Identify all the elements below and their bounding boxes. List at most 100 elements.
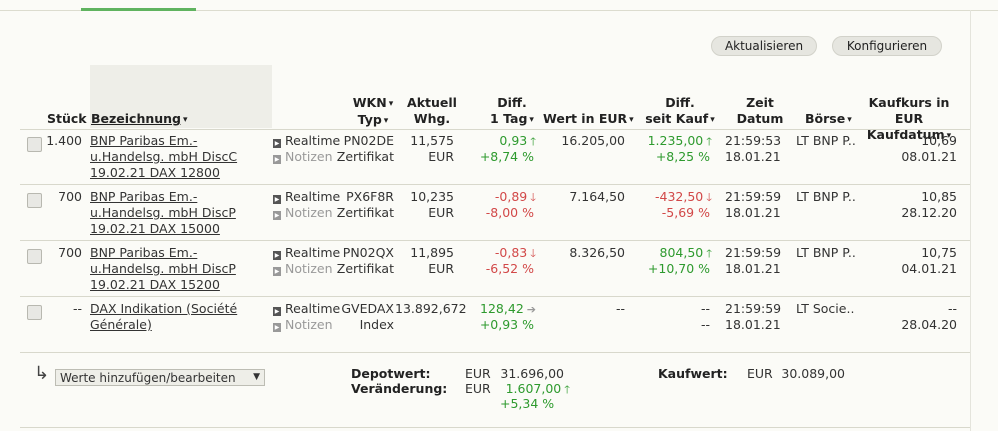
kaufwert-currency: EUR xyxy=(747,366,773,381)
row-wkn: PN02DE xyxy=(343,133,394,148)
header-wkn-typ[interactable]: WKN ▾ Typ ▾ xyxy=(343,95,403,129)
realtime-label: Realtime xyxy=(285,189,341,204)
row-kaufdatum: 28.04.20 xyxy=(901,317,957,332)
row-kaufkurs: 10,75 xyxy=(921,245,957,260)
row-name-link[interactable]: BNP Paribas Em.-u.Handelsg. mbH DiscC 19… xyxy=(90,133,238,180)
row-checkbox[interactable] xyxy=(27,193,42,208)
play-icon: ▶ xyxy=(273,307,281,316)
add-edit-values-select[interactable]: Werte hinzufügen/bearbeiten ▼ xyxy=(55,369,265,386)
row-wert: 7.164,50 xyxy=(569,189,625,204)
row-diff-abs: -0,89 🡓 xyxy=(460,189,536,206)
row-datum: 18.01.21 xyxy=(725,317,781,332)
row-checkbox[interactable] xyxy=(27,249,42,264)
row-kaufdatum: 08.01.21 xyxy=(901,149,957,164)
realtime-link[interactable]: ▶ Realtime xyxy=(273,301,340,317)
notizen-link[interactable]: ▶ Notizen xyxy=(273,205,333,221)
realtime-label: Realtime xyxy=(285,245,341,260)
row-typ: Zertifikat xyxy=(336,205,394,220)
header-diff-kauf[interactable]: Diff. seit Kauf ▾ xyxy=(640,95,720,128)
row-wkn: GVEDAX xyxy=(341,301,394,316)
notizen-label: Notizen xyxy=(285,205,333,220)
row-whg: EUR xyxy=(428,149,454,164)
return-arrow-icon: ↳ xyxy=(34,363,50,384)
row-diff-pct: -8,00 % xyxy=(485,205,534,220)
chevron-down-icon: ▼ xyxy=(253,372,260,382)
row-kaufkurs: -- xyxy=(947,301,957,316)
kauf-abs-value: 804,50 xyxy=(659,245,704,260)
row-boerse[interactable]: LT Socie.. xyxy=(796,301,855,316)
row-boerse[interactable]: LT BNP P.. xyxy=(796,133,856,148)
row-typ: Zertifikat xyxy=(336,149,394,164)
play-icon: ▶ xyxy=(273,155,281,164)
play-icon: ▶ xyxy=(273,251,281,260)
diff-abs-value: -0,83 xyxy=(494,245,528,260)
chevron-down-icon: ▾ xyxy=(388,99,394,109)
notizen-link[interactable]: ▶ Notizen xyxy=(273,261,333,277)
arrow-down-icon: 🡓 xyxy=(530,191,536,204)
row-stueck: -- xyxy=(72,301,82,316)
header-boerse-label: Börse xyxy=(805,111,846,126)
active-tab-indicator xyxy=(81,8,196,11)
top-tab-bar xyxy=(0,0,998,11)
row-name-link[interactable]: DAX Indikation (Société Générale) xyxy=(90,301,238,332)
row-checkbox[interactable] xyxy=(27,305,42,320)
row-boerse[interactable]: LT BNP P.. xyxy=(796,189,856,204)
header-wert[interactable]: Wert in EUR ▾ xyxy=(543,111,634,128)
header-diff-tag[interactable]: Diff. 1 Tag ▾ xyxy=(484,95,540,128)
row-datum: 18.01.21 xyxy=(725,205,781,220)
row-wert: -- xyxy=(615,301,625,316)
chevron-down-icon: ▾ xyxy=(629,115,634,125)
kaufwert-value: 30.089,00 xyxy=(781,366,845,381)
header-kaufkurs[interactable]: Kaufkurs in EUR Kaufdatum ▾ xyxy=(858,95,960,144)
row-kauf-abs: 1.235,00 🡑 xyxy=(630,133,712,150)
header-tag: 1 Tag xyxy=(490,111,528,126)
realtime-link[interactable]: ▶ Realtime xyxy=(273,189,340,205)
play-icon: ▶ xyxy=(273,139,281,148)
header-diff2-label: Diff. xyxy=(665,95,695,110)
realtime-link[interactable]: ▶ Realtime xyxy=(273,245,340,261)
refresh-button[interactable]: Aktualisieren xyxy=(711,36,817,56)
row-kauf-abs: 804,50 🡑 xyxy=(630,245,712,262)
header-wkn: WKN xyxy=(352,95,387,110)
row-boerse[interactable]: LT BNP P.. xyxy=(796,245,856,260)
header-bezeichnung[interactable]: Bezeichnung ▾ xyxy=(91,111,188,128)
kaufwert-label: Kaufwert: xyxy=(658,366,728,381)
row-wkn: PX6F8R xyxy=(346,189,394,204)
depotwert-value: 31.696,00 xyxy=(500,366,564,381)
play-icon: ▶ xyxy=(273,267,281,276)
chevron-down-icon: ▾ xyxy=(183,115,188,125)
select-label: Werte hinzufügen/bearbeiten xyxy=(60,370,236,385)
row-kurs: 11,895 xyxy=(410,245,454,260)
header-boerse[interactable]: Börse ▾ xyxy=(805,111,852,128)
row-zeit: 21:59:53 xyxy=(725,133,782,148)
arrow-down-icon: 🡓 xyxy=(706,191,712,204)
row-checkbox[interactable] xyxy=(27,137,42,152)
arrow-up-icon: 🡑 xyxy=(564,383,570,396)
notizen-link[interactable]: ▶ Notizen xyxy=(273,317,333,333)
row-name-link[interactable]: BNP Paribas Em.-u.Handelsg. mbH DiscP 19… xyxy=(90,189,236,236)
chevron-down-icon: ▾ xyxy=(946,131,952,141)
notizen-link[interactable]: ▶ Notizen xyxy=(273,149,333,165)
chevron-down-icon: ▾ xyxy=(529,115,534,125)
configure-button[interactable]: Konfigurieren xyxy=(832,36,942,56)
header-wert-label: Wert in EUR xyxy=(543,111,628,126)
row-stueck: 700 xyxy=(58,189,82,204)
arrow-down-icon: 🡓 xyxy=(530,247,536,260)
row-name-link[interactable]: BNP Paribas Em.-u.Handelsg. mbH DiscP 19… xyxy=(90,245,236,292)
arrow-up-icon: 🡑 xyxy=(530,135,536,148)
play-icon: ▶ xyxy=(273,211,281,220)
header-whg: Whg. xyxy=(413,111,451,126)
row-wert: 8.326,50 xyxy=(569,245,625,260)
header-kaufkurs-label: Kaufkurs in EUR xyxy=(868,95,950,126)
arrow-up-icon: 🡑 xyxy=(706,247,712,260)
realtime-link[interactable]: ▶ Realtime xyxy=(273,133,340,149)
header-aktuell-label: Aktuell xyxy=(407,95,457,110)
row-divider xyxy=(20,296,970,297)
row-kurs: 10,235 xyxy=(410,189,454,204)
row-kaufdatum: 04.01.21 xyxy=(901,261,957,276)
diff-abs-value: 128,42 xyxy=(480,301,524,316)
row-kauf-pct: +8,25 % xyxy=(655,149,710,164)
veraenderung-value: 1.607,00 🡑 xyxy=(500,381,570,398)
row-kauf-pct: +10,70 % xyxy=(647,261,710,276)
row-kurs: 11,575 xyxy=(410,133,454,148)
